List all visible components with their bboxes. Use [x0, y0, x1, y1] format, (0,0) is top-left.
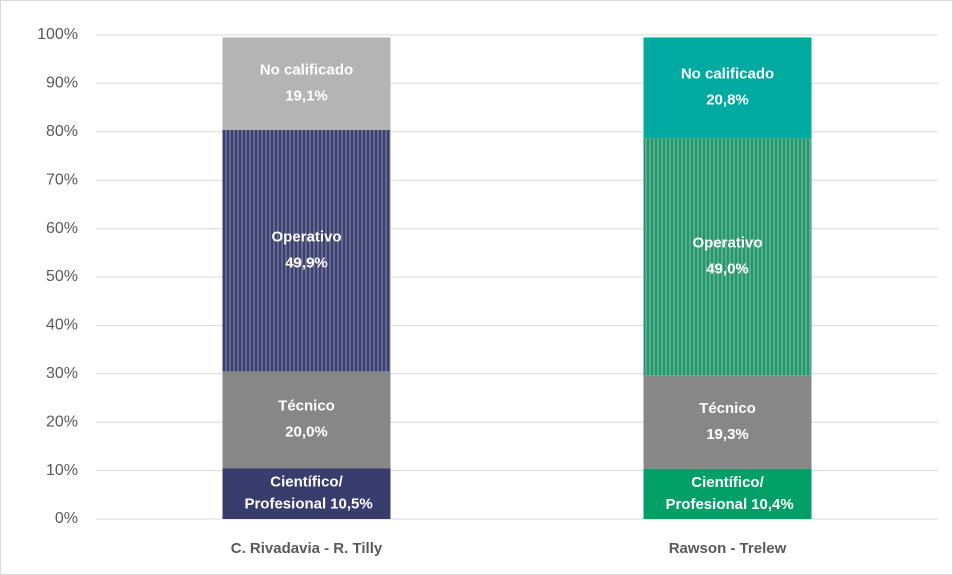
label-line: Profesional — [661, 496, 747, 513]
y-tick-label: 70% — [46, 171, 78, 188]
y-tick-label: 60% — [46, 220, 78, 237]
data-label: 20,0% — [285, 424, 328, 441]
bar-segment — [222, 129, 391, 372]
y-tick-label: 20% — [46, 413, 78, 430]
data-label: 20,8% — [706, 92, 749, 109]
data-label-name: Científico/ Profesional — [240, 474, 343, 513]
x-tick-label: Rawson - Trelew — [669, 540, 787, 557]
label-line: Profesional — [240, 496, 326, 513]
bar-segment — [222, 371, 391, 469]
y-tick-label: 90% — [46, 75, 78, 92]
label-line: Científico/ — [270, 474, 343, 491]
x-tick-label: C. Rivadavia - R. Tilly — [231, 540, 383, 557]
data-label-name: Técnico — [278, 398, 335, 415]
bar-segment — [222, 468, 391, 519]
data-label-name: Operativo — [271, 229, 341, 246]
bar-segment — [643, 468, 812, 519]
data-label: 10,5% — [330, 496, 373, 513]
data-label-name: No calificado — [681, 66, 774, 83]
y-tick-label: 40% — [46, 317, 78, 334]
bar-segment — [643, 138, 812, 376]
y-tick-label: 80% — [46, 123, 78, 140]
data-label: 10,4% — [751, 496, 794, 513]
data-label-name: No calificado — [260, 62, 353, 79]
data-label-name: Operativo — [692, 235, 762, 252]
label-line: Científico/ — [691, 474, 764, 491]
y-tick-label: 100% — [37, 26, 78, 43]
bar-segment — [643, 37, 812, 139]
data-label: 49,9% — [285, 255, 328, 272]
data-label-name: Técnico — [699, 400, 756, 417]
data-label: 49,0% — [706, 261, 749, 278]
y-tick-label: 0% — [55, 510, 78, 527]
y-tick-label: 10% — [46, 462, 78, 479]
bar-segment — [222, 37, 391, 130]
data-label: 19,1% — [285, 88, 328, 105]
data-label-name: Científico/ Profesional — [661, 474, 764, 513]
y-tick-label: 30% — [46, 365, 78, 382]
data-label: 19,3% — [706, 426, 749, 443]
y-tick-label: 50% — [46, 268, 78, 285]
bar-segment — [643, 375, 812, 469]
